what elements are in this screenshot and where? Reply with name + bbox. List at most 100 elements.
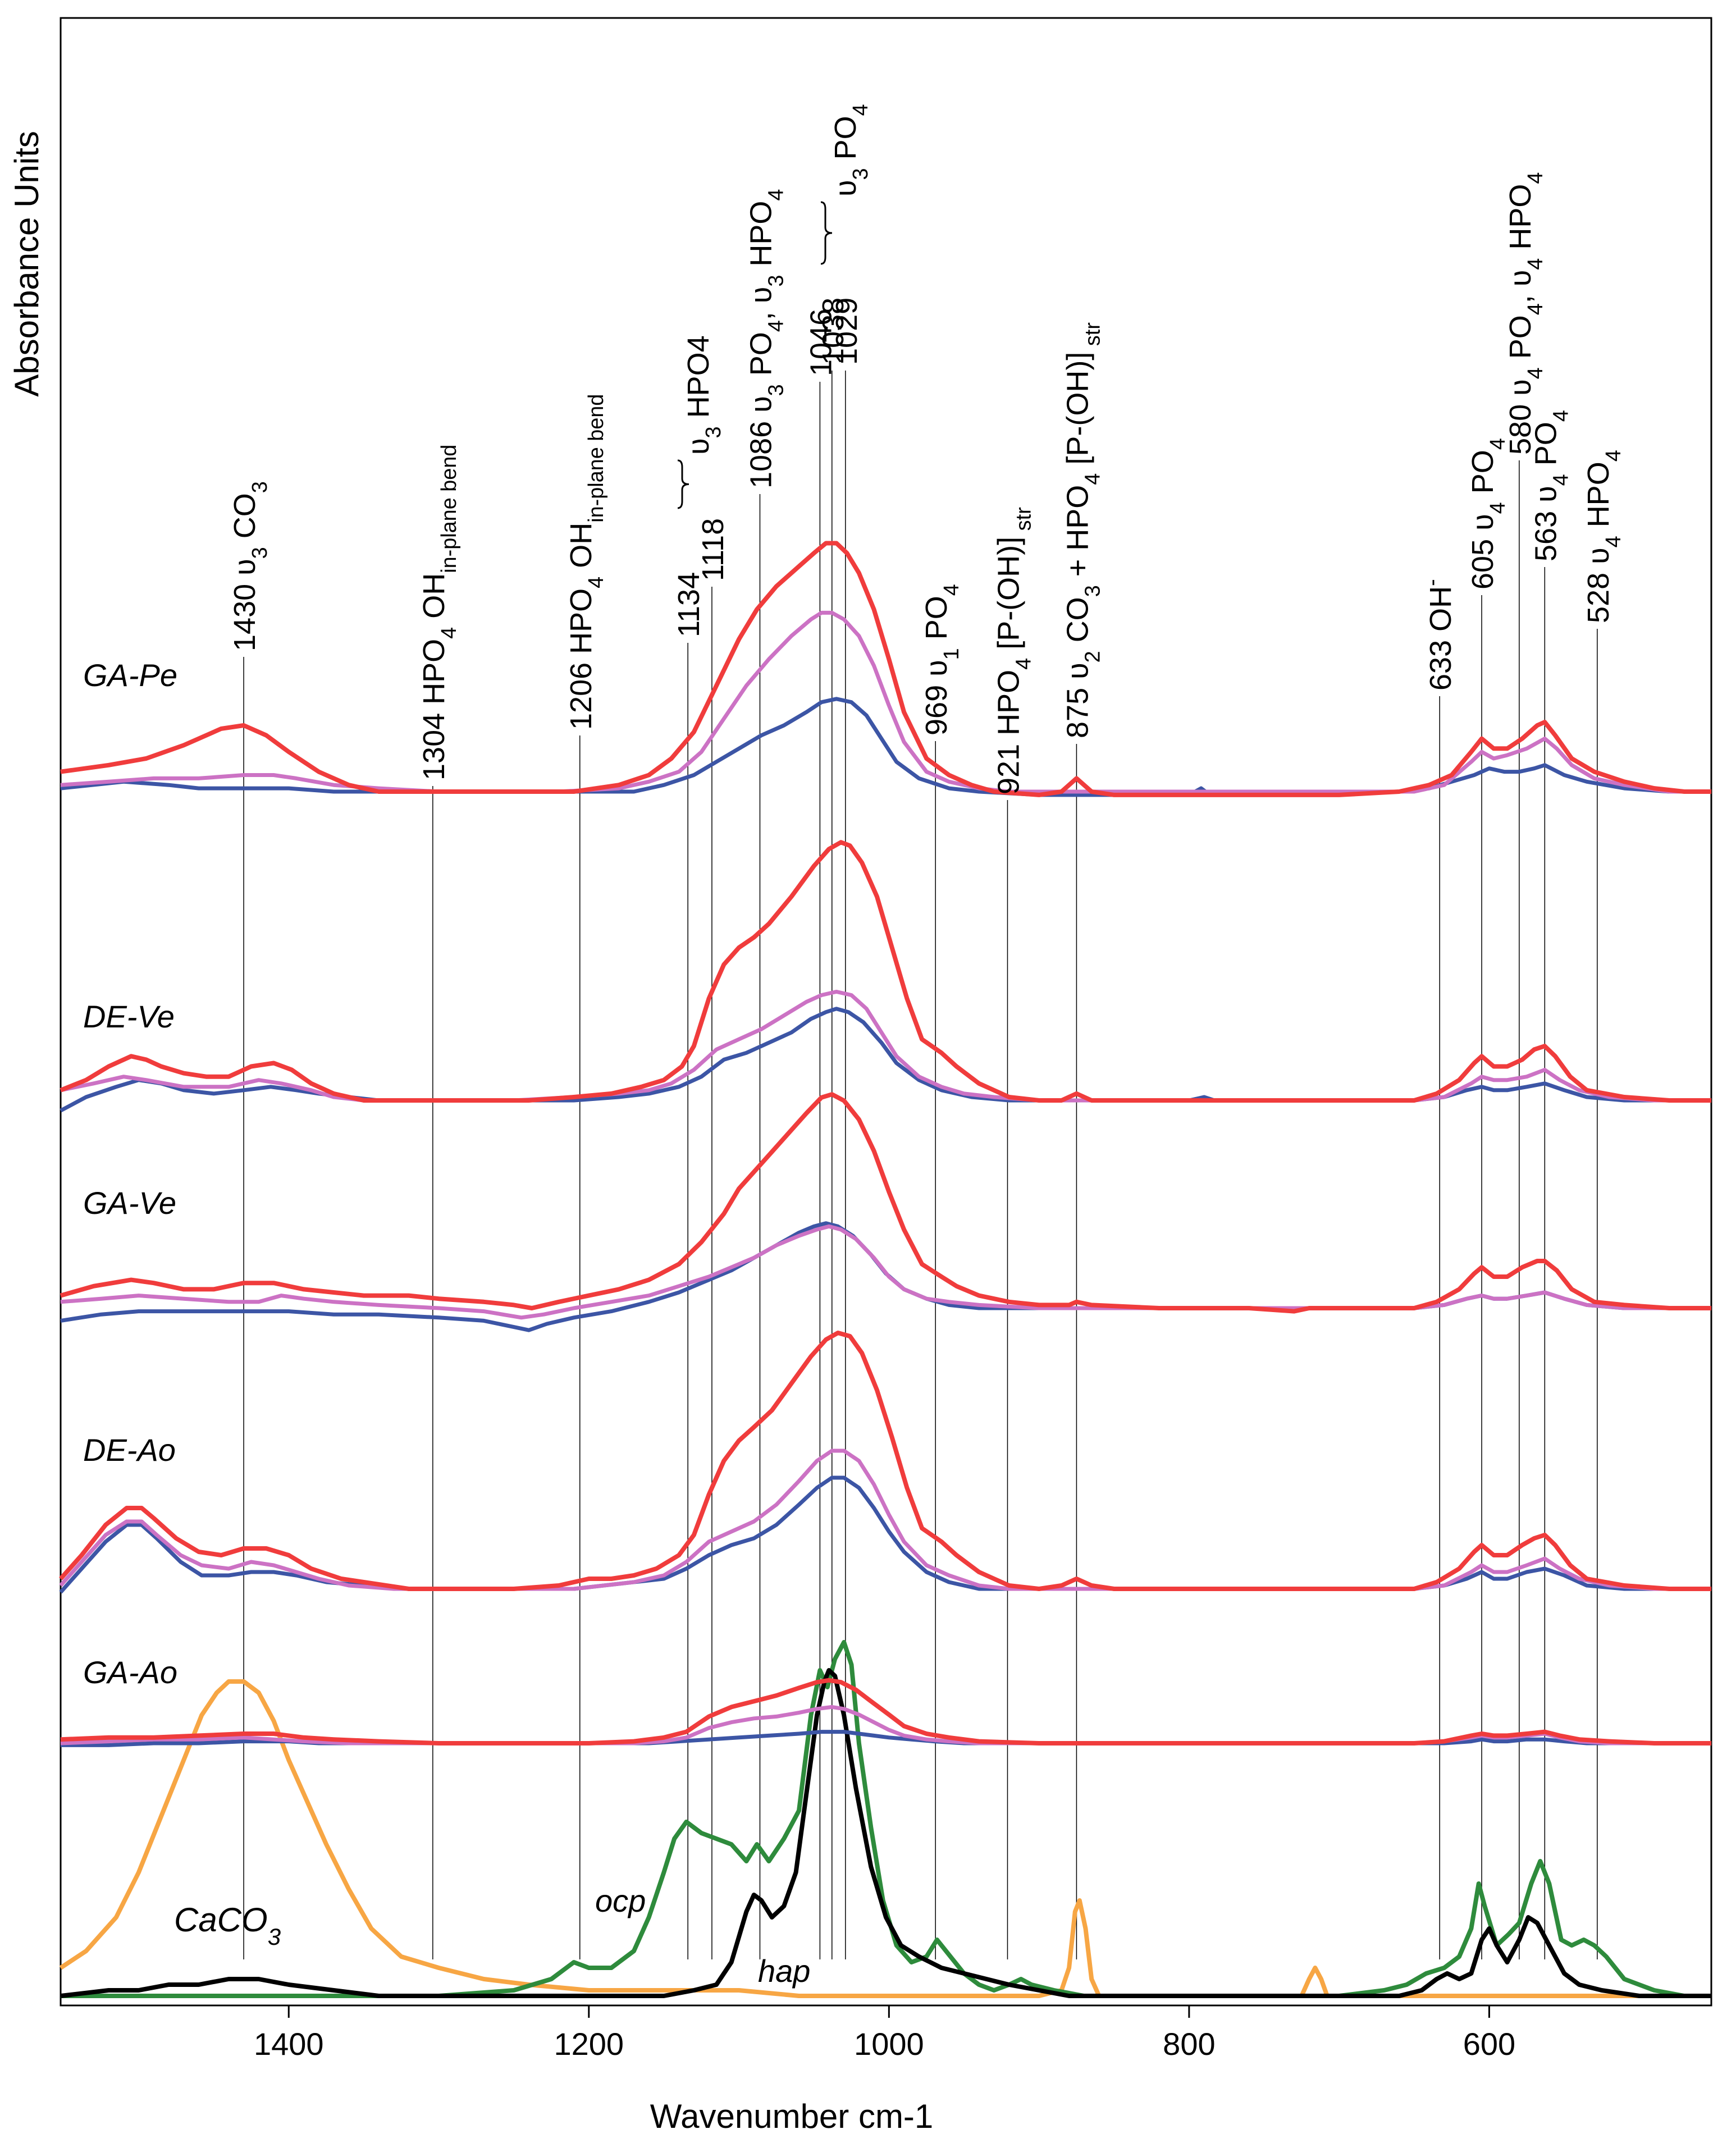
label-run: υ xyxy=(744,396,778,413)
band-wavenumber: 563 xyxy=(1529,511,1563,561)
x-tick-label-600: 600 xyxy=(1463,2026,1515,2062)
label-run: HPO xyxy=(992,670,1026,735)
band-label-580: 580 υ4 PO4, υ4 HPO4 xyxy=(1504,172,1547,455)
band-gap xyxy=(920,677,953,685)
label-run: υ xyxy=(1466,514,1500,531)
label-run: HPO xyxy=(417,639,451,705)
label-run: [P-(OH)] xyxy=(1061,352,1094,473)
band-wavenumber: 1430 xyxy=(228,584,262,651)
band-wavenumber: 969 xyxy=(920,685,953,735)
brace-label: υ3 PO4 xyxy=(829,104,872,197)
band-label-528: 528 υ4 HPO4 xyxy=(1582,450,1625,623)
label-run: PO xyxy=(1466,450,1500,502)
band-wavenumber: 921 xyxy=(992,744,1026,794)
label-run: PO xyxy=(829,116,862,168)
band-wavenumber: 1206 xyxy=(564,662,598,730)
band-wavenumber: 633 xyxy=(1424,640,1458,691)
band-wavenumber: 1304 xyxy=(417,713,451,780)
brace-mark xyxy=(820,201,833,265)
label-run: 2 xyxy=(1081,651,1104,662)
label-run: CO xyxy=(1061,597,1094,651)
x-axis-title: Wavenumber cm-1 xyxy=(650,2098,934,2135)
band-gap xyxy=(228,575,262,584)
band-gap xyxy=(1504,396,1537,404)
label-run: HPO4 xyxy=(682,335,715,426)
label-run: υ xyxy=(1504,379,1537,396)
band-gap xyxy=(1529,502,1563,511)
brace-mark xyxy=(677,459,689,509)
band-wavenumber: 1038 xyxy=(816,298,850,365)
band-wavenumber: 1134 xyxy=(672,572,706,637)
label-run: CO xyxy=(228,493,262,547)
caco3-label: CaCO3 xyxy=(174,1901,281,1950)
band-label-1046: 1046 xyxy=(804,309,838,376)
band-gap xyxy=(744,413,778,421)
label-run: 4 xyxy=(1524,258,1547,270)
label-run: υ xyxy=(920,660,953,677)
label-run: 4 xyxy=(765,189,788,201)
band-label-875: 875 υ2 CO3 + HPO4 [P-(OH)] str xyxy=(1061,322,1104,738)
band-gap xyxy=(1061,679,1094,688)
label-run: PO xyxy=(1529,422,1563,474)
label-run: 3 xyxy=(248,481,272,493)
band-label-1038: 1038 xyxy=(816,298,850,365)
label-run: υ xyxy=(682,438,715,455)
band-label-1304: 1304 HPO4 OHin-plane bend xyxy=(417,445,461,780)
spectrum-line-de-ve-blue xyxy=(60,1007,1711,1113)
label-run: [P-(OH)] xyxy=(992,537,1026,658)
label-run: PO xyxy=(744,332,778,384)
label-run: 4 xyxy=(1602,536,1625,547)
band-gap xyxy=(1424,632,1458,640)
hap-label: hap xyxy=(758,1953,810,1989)
sample-label-ga-ao: GA-Ao xyxy=(83,1655,177,1690)
label-run: υ xyxy=(1529,486,1563,502)
label-run: υ xyxy=(1582,547,1615,564)
sample-spectra xyxy=(59,541,1711,1747)
y-axis-title: Absorbance Units xyxy=(8,131,45,397)
sample-label-ga-pe: GA-Pe xyxy=(83,657,177,693)
label-run: - xyxy=(1420,579,1444,586)
label-run: 4 xyxy=(765,320,788,332)
label-run: 4 xyxy=(1486,502,1510,514)
band-label-605: 605 υ4 PO4 xyxy=(1466,438,1510,590)
band-wavenumber: 528 xyxy=(1582,573,1615,623)
reference-line-ocp xyxy=(61,1640,1711,1998)
label-run: HPO xyxy=(1582,462,1615,536)
label-run: 4 xyxy=(1524,367,1547,379)
label-run: + HPO xyxy=(1061,485,1094,586)
label-run: 4 xyxy=(940,584,963,596)
label-run: 4 xyxy=(849,104,872,116)
spectrum-line-de-ao-red xyxy=(59,1331,1711,1591)
label-run: 4 xyxy=(1549,474,1573,486)
label-run: 3 xyxy=(1081,585,1104,597)
spectrum-line-de-ve-red xyxy=(60,840,1711,1103)
label-run: OH xyxy=(1424,586,1458,632)
label-run: 4 xyxy=(584,577,608,588)
reference-labels: CaCO3 ocp hap xyxy=(174,1883,810,1989)
spectrum-line-ga-ao-red xyxy=(60,1678,1711,1746)
spectrum-line-ga-ve-red xyxy=(60,1092,1711,1314)
x-axis: 1400 1200 1000 800 600 xyxy=(254,2005,1515,2062)
band-gap xyxy=(1466,531,1500,539)
plot-frame xyxy=(60,17,1712,2007)
band-wavenumber: 1046 xyxy=(804,309,838,376)
label-run: 4 xyxy=(1012,658,1036,670)
label-run: 4 xyxy=(437,627,461,639)
band-wavenumber: 875 xyxy=(1061,688,1094,738)
band-label-921: 921 HPO4 [P-(OH)] str xyxy=(992,507,1036,794)
label-run: 4 xyxy=(1602,450,1625,462)
x-tick-label-1400: 1400 xyxy=(254,2026,324,2062)
sample-label-de-ao: DE-Ao xyxy=(83,1432,176,1468)
label-run: υ xyxy=(228,559,262,575)
label-run: HPO xyxy=(744,201,778,275)
x-tick-label-800: 800 xyxy=(1163,2026,1215,2062)
band-wavenumber: 1029 xyxy=(830,298,864,365)
caco3-base: CaCO xyxy=(174,1901,268,1939)
band-label-1029: 1029 xyxy=(830,298,864,365)
label-run: 4 xyxy=(1524,303,1547,315)
label-run: 4 xyxy=(1486,438,1510,450)
label-run: in-plane bend xyxy=(584,394,608,523)
label-run: PO xyxy=(920,596,953,648)
